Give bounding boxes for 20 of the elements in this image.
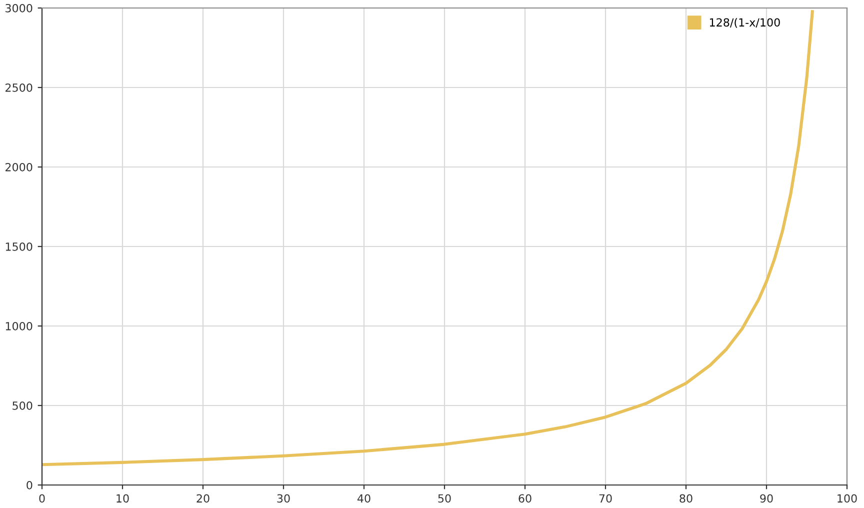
x-tick-label: 90 bbox=[760, 494, 773, 503]
x-tick-label: 60 bbox=[518, 494, 532, 503]
y-tick-label: 2000 bbox=[6, 162, 32, 172]
line-series bbox=[42, 10, 814, 466]
x-tick-label: 80 bbox=[680, 494, 692, 503]
x-tick-label: 100 bbox=[838, 494, 857, 503]
x-tick-label: 20 bbox=[196, 494, 210, 503]
x-tick-label: 30 bbox=[277, 494, 290, 503]
y-tick-label: 0 bbox=[26, 480, 32, 490]
y-tick-label: 1000 bbox=[6, 322, 32, 330]
x-tick-label: 40 bbox=[357, 494, 370, 503]
y-tick-label: 500 bbox=[12, 401, 32, 410]
y-tick-label: 1500 bbox=[6, 242, 32, 251]
x-tick-label: 0 bbox=[39, 494, 45, 503]
x-tick-label: 50 bbox=[438, 494, 451, 503]
x-tick-label: 70 bbox=[599, 494, 612, 503]
x-tick-label: 10 bbox=[116, 494, 129, 503]
y-tick-label: 3000 bbox=[6, 4, 32, 12]
y-tick-label: 2500 bbox=[6, 83, 32, 92]
legend-label: 128/(1-x/100 bbox=[710, 18, 780, 28]
